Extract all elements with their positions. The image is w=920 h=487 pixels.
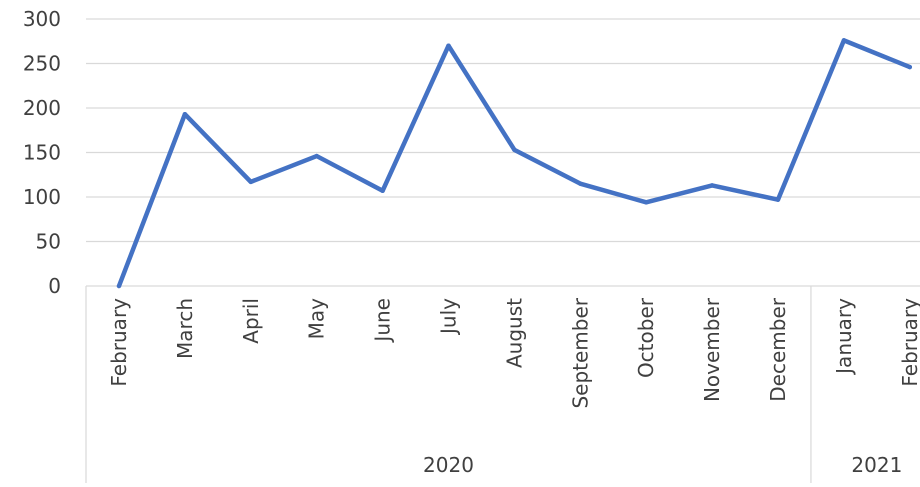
year-group-label: 2021 — [851, 453, 902, 477]
y-tick-label: 250 — [23, 52, 61, 76]
data-point — [116, 283, 122, 289]
x-axis-group-labels: 2020 2021 — [423, 453, 902, 477]
x-tick-label: December — [766, 297, 790, 401]
data-point — [314, 153, 319, 159]
data-point — [841, 38, 847, 43]
data-point — [248, 179, 253, 185]
x-tick-label: August — [502, 298, 526, 368]
series-line — [116, 38, 913, 289]
x-tick-label: February — [898, 298, 920, 387]
y-tick-label: 200 — [23, 96, 61, 120]
data-point — [907, 64, 912, 70]
y-tick-label: 300 — [23, 7, 61, 31]
x-tick-label: July — [437, 298, 461, 336]
x-tick-label: April — [239, 298, 263, 344]
x-tick-label: June — [371, 298, 395, 344]
x-tick-label: May — [305, 298, 329, 340]
data-point — [644, 200, 649, 205]
series-layer — [116, 38, 913, 289]
data-point — [446, 43, 451, 48]
data-point — [775, 197, 781, 202]
y-tick-label: 150 — [23, 141, 61, 165]
y-tick-label: 100 — [23, 185, 61, 209]
x-tick-label: November — [700, 297, 724, 402]
axes — [85, 285, 920, 483]
y-tick-label: 50 — [36, 230, 61, 254]
x-tick-label: October — [634, 297, 658, 378]
data-point — [709, 183, 715, 188]
data-point — [182, 112, 188, 117]
x-tick-label: January — [832, 298, 856, 376]
x-tick-label: March — [173, 298, 197, 359]
x-tick-label: February — [107, 298, 131, 387]
x-axis-tick-labels: February March April May June July August Septe… — [107, 297, 920, 408]
data-point — [512, 147, 517, 153]
data-point — [380, 188, 385, 193]
y-tick-label: 0 — [48, 274, 61, 298]
data-point — [578, 181, 583, 186]
x-tick-label: September — [568, 297, 592, 408]
year-group-label: 2020 — [423, 453, 474, 477]
y-axis-tick-labels: 0 50 100 150 200 250 300 — [23, 7, 61, 298]
